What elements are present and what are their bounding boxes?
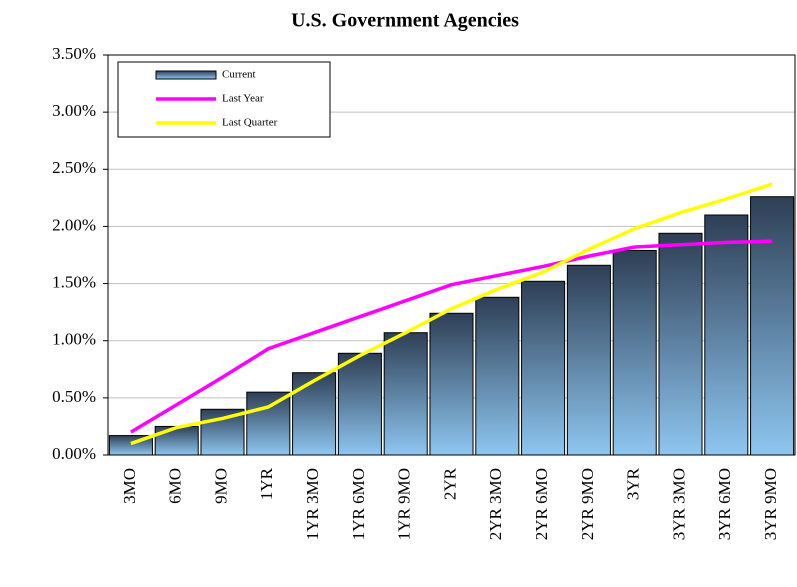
legend-label: Last Quarter (222, 117, 278, 129)
legend-label: Last Year (222, 93, 264, 105)
chart-title: U.S. Government Agencies (291, 10, 519, 32)
bar (704, 214, 749, 456)
y-tick-label: 0.50% (52, 387, 96, 406)
legend-box (117, 61, 331, 138)
bar (658, 232, 703, 456)
bar (750, 196, 795, 456)
legend-label: Current (222, 69, 256, 81)
x-tick-label: 3YR 3MO (669, 468, 688, 540)
bar (566, 264, 611, 456)
bar (383, 332, 428, 456)
bar (246, 391, 291, 456)
y-tick-label: 2.50% (52, 158, 96, 177)
y-tick-label: 0.00% (52, 444, 96, 463)
line (130, 239, 773, 434)
bar (154, 425, 199, 456)
line (130, 182, 773, 446)
y-tick-label: 1.50% (52, 272, 96, 291)
x-tick-label: 2YR 9MO (578, 468, 597, 540)
x-tick-label: 2YR 3MO (486, 468, 505, 540)
plot-border (107, 54, 796, 456)
y-tick-label: 3.50% (52, 44, 96, 63)
bar (337, 352, 382, 456)
x-tick-label: 2YR (440, 467, 459, 500)
x-tick-label: 1YR 6MO (349, 468, 368, 540)
bar (612, 249, 657, 456)
bar (292, 372, 337, 456)
x-tick-label: 6MO (166, 468, 185, 504)
bar (429, 312, 474, 456)
bar (475, 296, 520, 456)
x-tick-label: 1YR 3MO (303, 468, 322, 540)
x-tick-label: 1YR 9MO (395, 468, 414, 540)
x-tick-label: 9MO (211, 468, 230, 504)
x-tick-label: 3MO (120, 468, 139, 504)
x-tick-label: 1YR (257, 467, 276, 500)
x-tick-label: 3YR 9MO (761, 468, 780, 540)
y-tick-label: 2.00% (52, 215, 96, 234)
x-tick-label: 3YR 6MO (715, 468, 734, 540)
bar (521, 280, 566, 456)
x-tick-label: 2YR 6MO (532, 468, 551, 540)
y-tick-label: 3.00% (52, 101, 96, 120)
legend-swatch (155, 70, 217, 80)
x-tick-label: 3YR (624, 467, 643, 500)
y-tick-label: 1.00% (52, 330, 96, 349)
